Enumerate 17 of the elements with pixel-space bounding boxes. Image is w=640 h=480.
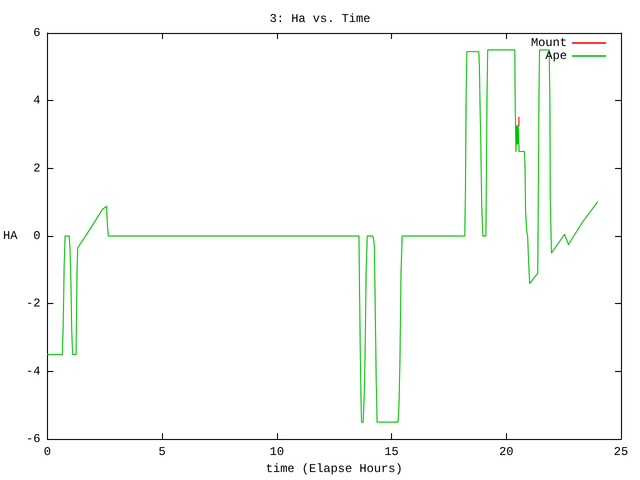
y-tick-label: -6 (26, 432, 40, 446)
y-tick-label: 4 (33, 94, 40, 108)
x-tick-label: 25 (614, 445, 628, 460)
y-tick-label: 0 (33, 229, 40, 244)
chart-title: 3: Ha vs. Time (270, 12, 370, 26)
x-tick-label: 20 (499, 445, 514, 460)
x-tick-label: 5 (158, 445, 166, 460)
x-tick-label: 10 (270, 445, 284, 460)
y-tick-label: 6 (33, 26, 40, 40)
x-tick-label: 15 (384, 445, 399, 460)
x-tick-label: 0 (44, 445, 52, 460)
y-tick-label: -2 (26, 296, 40, 311)
legend-label: Mount (530, 36, 567, 50)
y-tick-label: -4 (26, 364, 40, 378)
y-axis-title: HA (2, 229, 18, 244)
x-axis-title: time (Elapse Hours) (266, 462, 403, 476)
y-tick-label: 2 (33, 161, 40, 176)
